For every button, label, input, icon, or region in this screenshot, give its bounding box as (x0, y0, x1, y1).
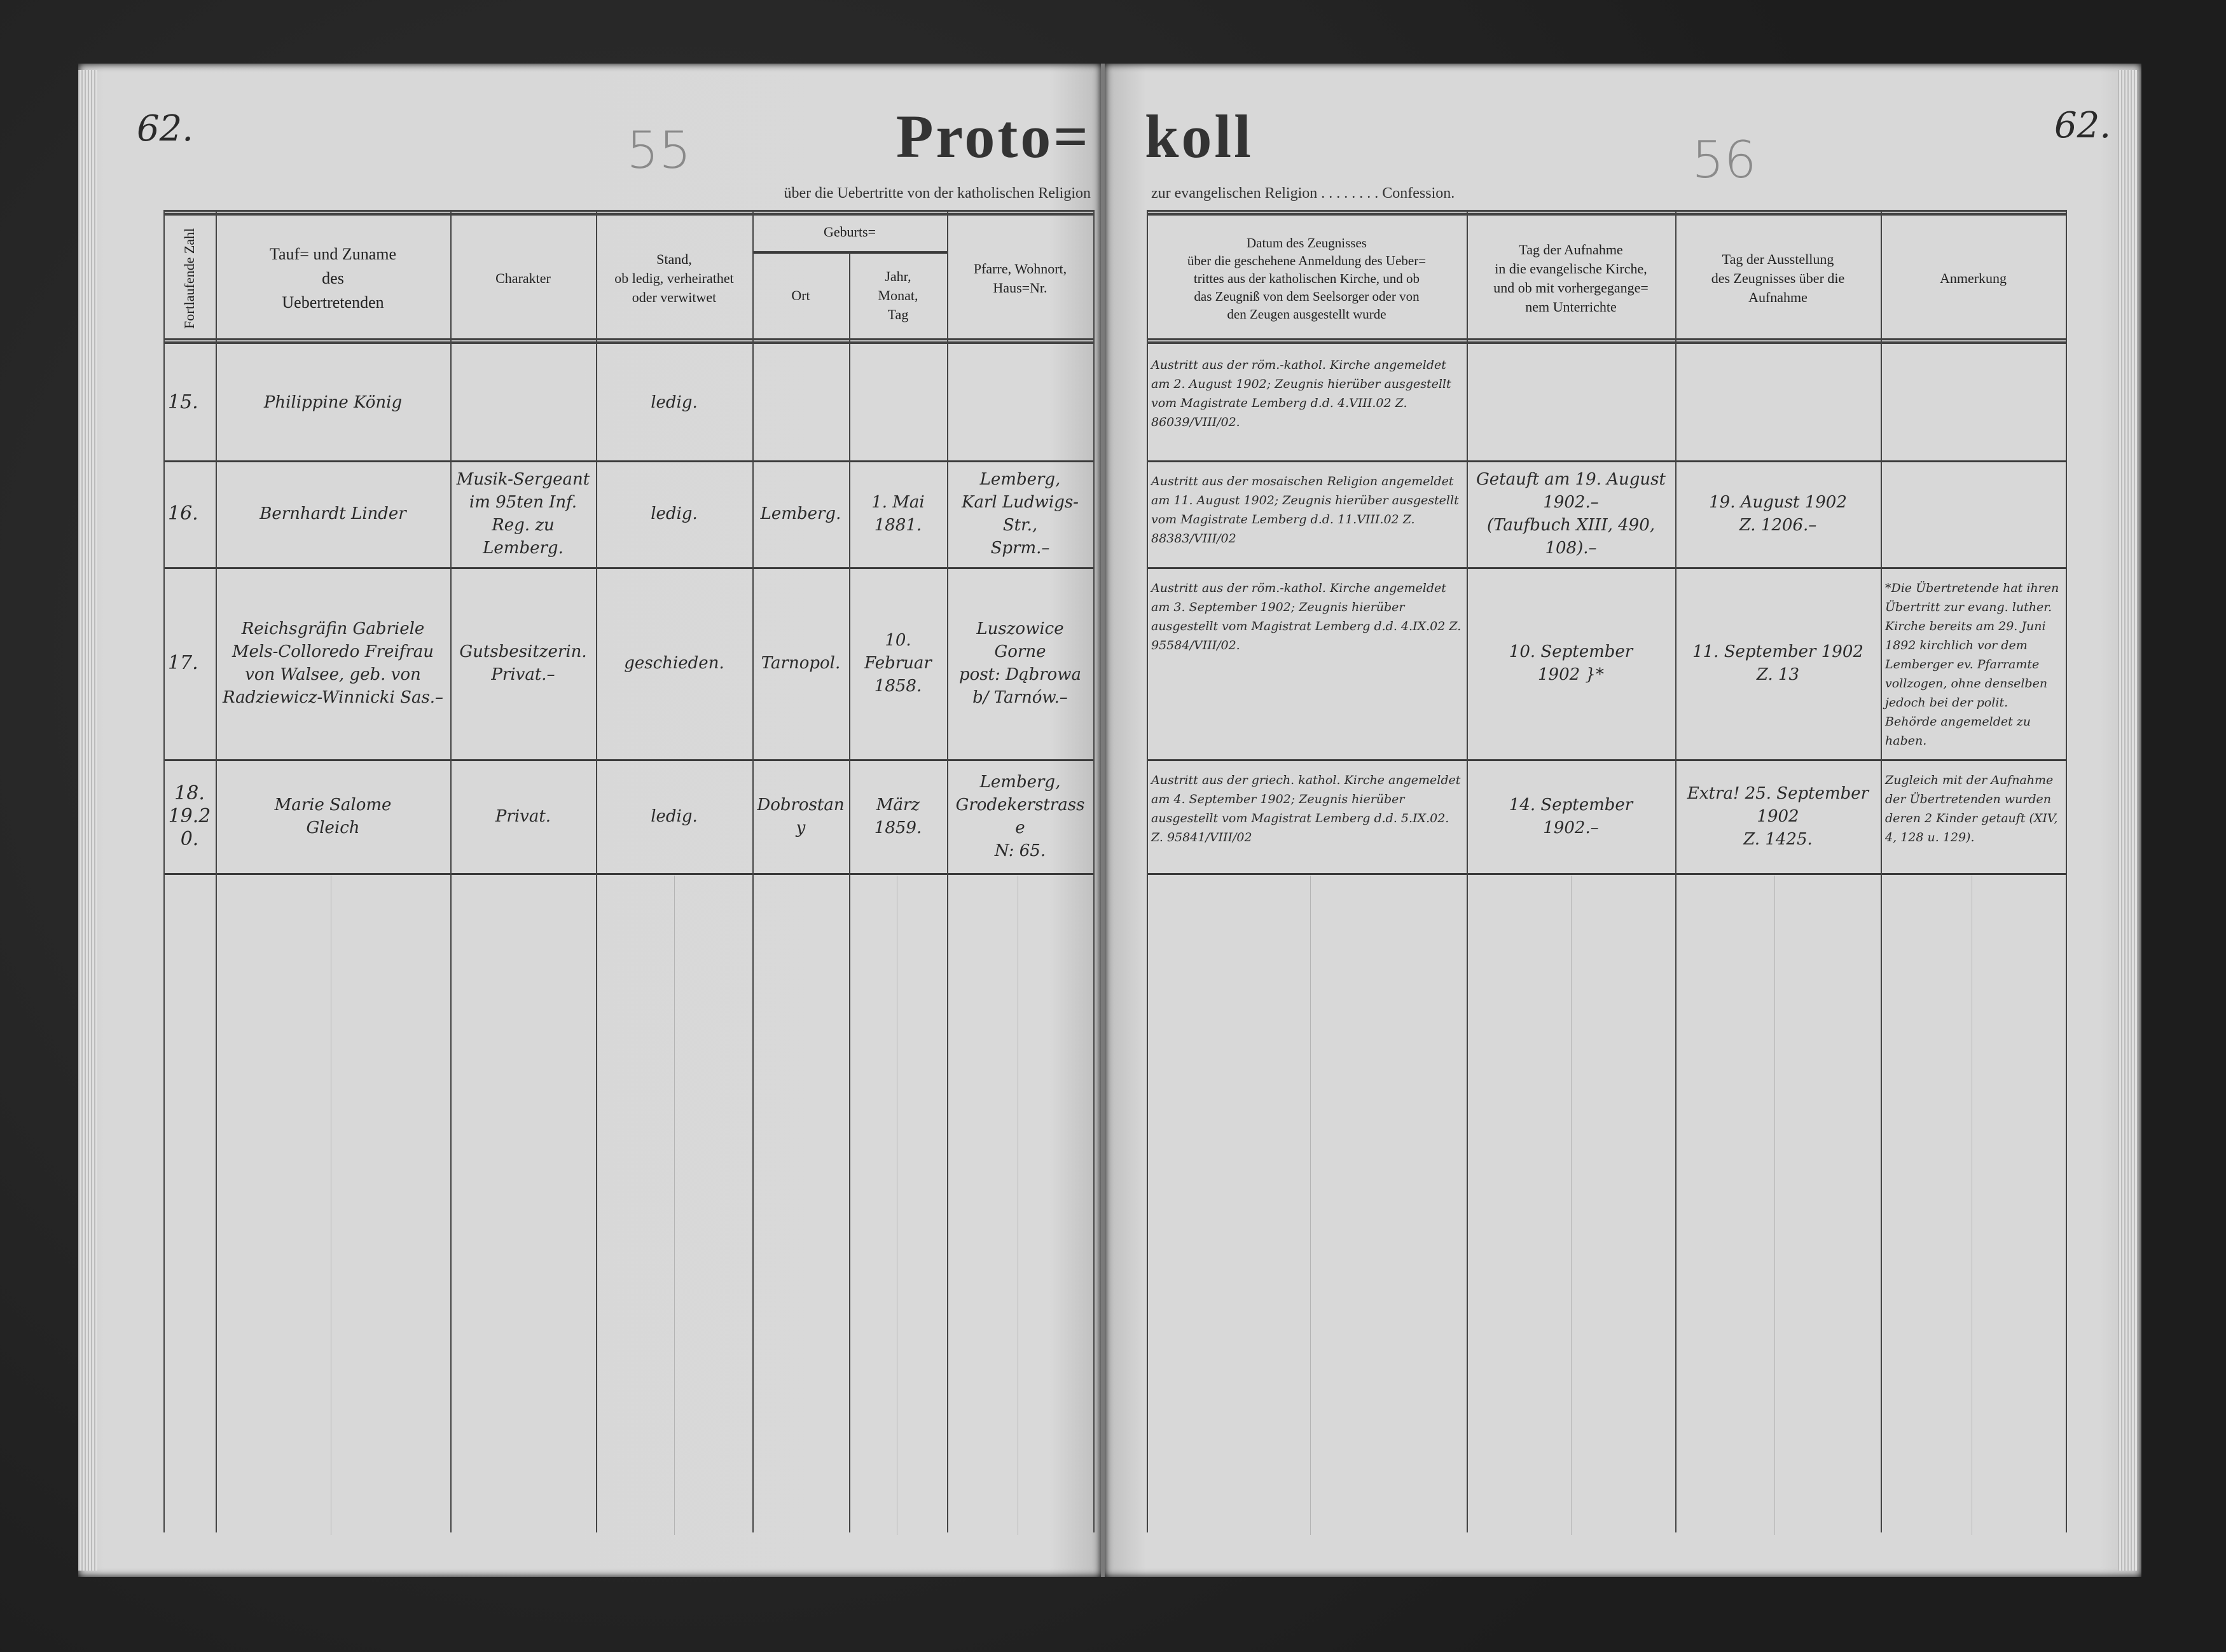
cell-ausstellung (1677, 347, 1879, 458)
cell-aufnahme: Getauft am 19. August 1902.– (Taufbuch X… (1476, 470, 1666, 558)
cell-number: 17. (168, 652, 198, 674)
faint-rule (674, 876, 675, 1535)
cell-ausstellung: 19. August 1902 Z. 1206.– (1709, 493, 1847, 535)
cell-datum (851, 347, 945, 458)
column-rule (752, 210, 754, 1532)
cell-zeugnis: Austritt aus der griech. kathol. Kirche … (1151, 773, 1461, 844)
header-name: Tauf= und Zuname des Uebertretenden (269, 244, 397, 312)
cell-number: 16. (168, 502, 198, 525)
cell-number: 18. 19.20. (168, 781, 211, 850)
cell-stand: geschieden. (624, 654, 724, 673)
column-rule (849, 252, 850, 1532)
row-rule (163, 873, 1093, 875)
header-ausstellung: Tag der Ausstellung des Zeugnisses über … (1711, 251, 1845, 305)
header-pfarre: Pfarre, Wohnort, Haus=Nr. (973, 260, 1067, 296)
cell-ausstellung: 11. September 1902 Z. 13 (1692, 642, 1863, 684)
cell-ort: Lemberg. (760, 504, 841, 523)
cell-zeugnis: Austritt aus der mosaischen Religion ang… (1151, 474, 1459, 546)
cell-datum: März 1859. (874, 795, 922, 837)
left-page (78, 64, 1101, 1577)
header-datum: Jahr, Monat, Tag (878, 268, 918, 322)
pencil-number-right: 56 (1692, 130, 1757, 189)
cell-pfarre: Lemberg, Karl Ludwigs-Str., Sprm.– (962, 470, 1079, 558)
row-rule (1147, 567, 2066, 569)
column-rule (1675, 210, 1676, 1532)
cell-ausstellung: Extra! 25. September 1902 Z. 1425. (1687, 783, 1869, 849)
row-rule (163, 567, 1093, 569)
title-left: Proto= (895, 102, 1091, 170)
page-number-right: 62. (2054, 105, 2112, 146)
row-rule (1147, 759, 2066, 761)
cell-charakter: Gutsbesitzerin. Privat.– (459, 642, 587, 684)
cell-zeugnis: Austritt aus der röm.-kathol. Kirche ang… (1151, 358, 1451, 429)
cell-anmerkung (1883, 463, 2064, 565)
header-bottom-rule (1147, 338, 2066, 344)
cell-ort (754, 347, 847, 458)
cell-name: Philippine König (263, 392, 403, 412)
cell-stand: ledig. (651, 504, 698, 523)
subtitle-right: zur evangelischen Religion . . . . . . .… (1151, 185, 1455, 202)
cell-datum: 1. Mai 1881. (871, 493, 925, 535)
header-geburts: Geburts= (823, 224, 876, 240)
pencil-number-left: 55 (626, 121, 691, 180)
header-ort: Ort (791, 287, 810, 303)
table-top-rule (1147, 210, 2066, 216)
cell-number: 15. (168, 390, 198, 413)
row-rule (1147, 460, 2066, 462)
column-rule (1467, 210, 1468, 1532)
column-rule (596, 210, 597, 1532)
cell-name: Reichsgräfin Gabriele Mels-Colloredo Fre… (222, 619, 444, 707)
title-right: koll (1145, 102, 1254, 170)
column-rule (450, 210, 452, 1532)
header-zeugnis: Datum des Zeugnisses über die geschehene… (1187, 235, 1427, 322)
faint-rule (1310, 876, 1311, 1535)
cell-pfarre: Lemberg, Grodekerstrasse N: 65. (955, 772, 1085, 860)
subtitle-left: über die Uebertritte von der katholische… (784, 185, 1091, 202)
column-rule (216, 210, 217, 1532)
cell-anmerkung: *Die Übertretende hat ihren Übertritt zu… (1885, 581, 2059, 748)
cell-anmerkung: Zugleich mit der Aufnahme der Übertreten… (1885, 773, 2058, 844)
column-rule (1093, 210, 1095, 1532)
header-bottom-rule (163, 338, 1093, 344)
header-aufnahme: Tag der Aufnahme in die evangelische Kir… (1493, 241, 1649, 315)
cell-charakter: Musik-Sergeant im 95ten Inf. Reg. zu Lem… (456, 470, 590, 558)
cell-name: Bernhardt Linder (259, 504, 406, 523)
header-stand: Stand, ob ledig, verheirathet oder verwi… (614, 251, 734, 305)
book-gutter (1101, 64, 1105, 1577)
page-number-left: 62. (137, 108, 194, 149)
cell-datum: 10. Februar 1858. (864, 631, 932, 696)
cell-stand: ledig. (651, 392, 698, 412)
header-anmerkung: Anmerkung (1939, 270, 2007, 286)
faint-rule (1571, 876, 1572, 1535)
row-rule (163, 759, 1093, 761)
cell-anmerkung (1883, 347, 2064, 458)
cell-stand: ledig. (651, 806, 698, 826)
row-rule (1147, 873, 2066, 875)
cell-ort: Dobrostany (757, 795, 845, 837)
cell-charakter: Privat. (495, 806, 551, 826)
row-rule (163, 460, 1093, 462)
column-rule (163, 210, 165, 1532)
cell-zeugnis: Austritt aus der röm.-kathol. Kirche ang… (1151, 581, 1462, 652)
column-rule (1881, 210, 1882, 1532)
cell-name: Marie Salome Gleich (274, 795, 392, 837)
left-page-edges (78, 70, 97, 1571)
cell-ort: Tarnopol. (761, 654, 841, 673)
header-charakter: Charakter (495, 270, 551, 286)
cell-pfarre (949, 347, 1091, 458)
cell-aufnahme (1469, 347, 1673, 458)
column-rule (947, 210, 948, 1532)
right-page (1105, 64, 2141, 1577)
column-rule (2066, 210, 2067, 1532)
faint-rule (1774, 876, 1775, 1535)
cell-aufnahme: 10. September 1902 }* (1509, 642, 1633, 684)
right-page-edges (2118, 70, 2137, 1571)
cell-aufnahme: 14. September 1902.– (1509, 795, 1633, 837)
column-rule (1147, 210, 1148, 1532)
cell-charakter (452, 347, 594, 458)
table-top-rule (163, 210, 1093, 216)
cell-pfarre: Luszowice Gorne post: Dąbrowa b/ Tarnów.… (959, 619, 1081, 707)
header-number: Fortlaufende Zahl (181, 228, 197, 329)
